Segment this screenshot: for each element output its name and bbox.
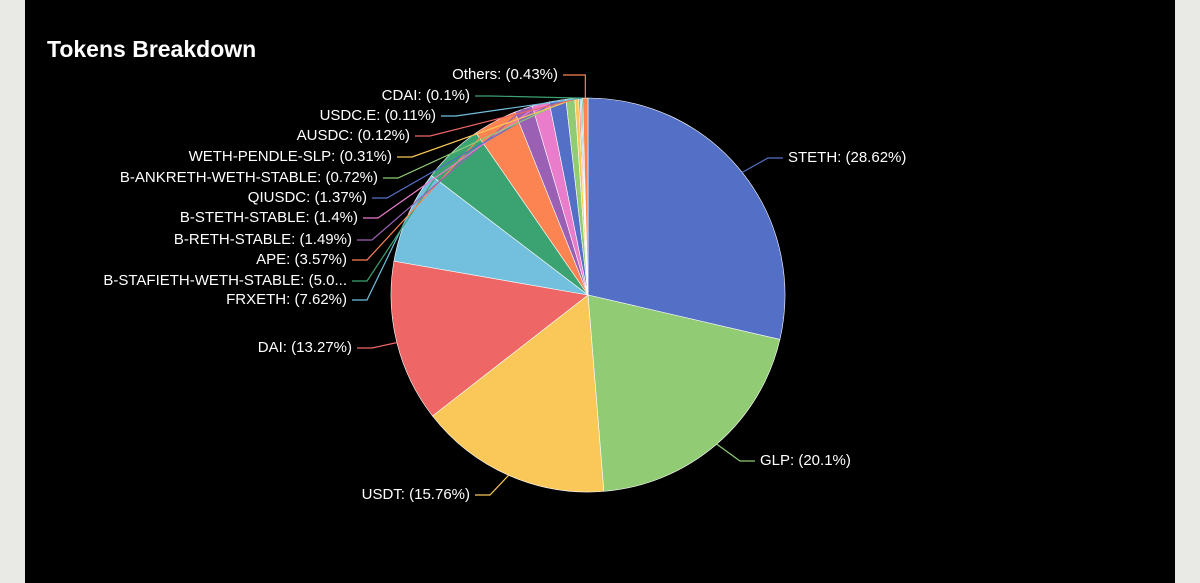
chart-title: Tokens Breakdown [47,36,256,62]
leader-line [475,95,583,99]
slice-label: USDT: (15.76%) [362,486,470,503]
slice-label: USDC.E: (0.11%) [320,107,436,124]
pie-slice [587,294,781,492]
leader-line [475,474,510,496]
slice-label: STETH: (28.62%) [788,149,906,166]
pie-slice [432,294,605,493]
leader-line [741,157,783,173]
slice-label: APE: (3.57%) [256,251,347,268]
slice-label: FRXETH: (7.62%) [226,291,347,308]
slice-label: WETH-PENDLE-SLP: (0.31%) [189,148,392,165]
leader-line [716,443,755,462]
slice-label: AUSDC: (0.12%) [297,127,410,144]
slice-label: QIUSDC: (1.37%) [248,189,367,206]
leader-line [441,97,581,117]
leader-line [397,97,577,158]
slice-label: GLP: (20.1%) [760,452,851,469]
slice-label: B-RETH-STABLE: (1.49%) [174,231,352,248]
slice-label: CDAI: (0.1%) [382,87,470,104]
leader-line [563,74,586,99]
leader-line [357,342,397,349]
leader-line [357,108,524,241]
slice-label: DAI: (13.27%) [258,339,352,356]
leader-line [383,98,571,179]
slice-label: Others: (0.43%) [452,66,558,83]
leader-line [363,103,542,219]
leader-line [415,97,580,137]
slice-label: B-STAFIETH-WETH-STABLE: (5.0... [103,272,347,289]
pie-slice [390,260,589,417]
leader-line [352,120,496,261]
slice-label: B-ANKRETH-WETH-STABLE: (0.72%) [120,169,378,186]
slice-label: B-STETH-STABLE: (1.4%) [180,209,358,226]
leader-line [352,215,409,301]
pie-slice [587,97,786,340]
leader-line [372,99,558,199]
